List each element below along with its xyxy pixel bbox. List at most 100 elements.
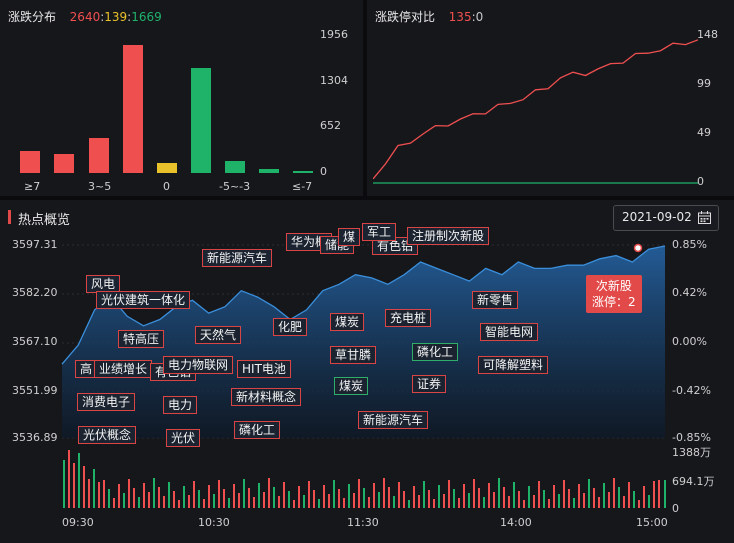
hot-tag[interactable]: 磷化工 (234, 421, 281, 439)
time-label: 15:00 (636, 516, 668, 529)
volume-bar (328, 494, 330, 508)
time-label: 14:00 (500, 516, 532, 529)
hot-tag[interactable]: 可降解塑料 (478, 356, 549, 374)
hot-tag[interactable]: 电力物联网 (163, 356, 234, 374)
hot-title: 热点概览 (18, 213, 71, 228)
hot-tag[interactable]: 有色铝 (372, 237, 419, 255)
hot-tag[interactable]: 业绩增长 (94, 360, 153, 378)
distribution-bar (157, 162, 177, 173)
flat-count: 139 (104, 10, 128, 24)
hot-tag[interactable]: 注册制次新股 (407, 227, 490, 245)
hot-tag[interactable]: 光伏建筑一体化 (96, 291, 191, 309)
distribution-bar (20, 151, 40, 173)
volume-bar (443, 494, 445, 508)
hot-tag[interactable]: 新零售 (472, 291, 519, 309)
callout-new-stock[interactable]: 次新股 涨停：2 (586, 275, 642, 313)
volume-bar (278, 496, 280, 508)
hot-tag[interactable]: 煤炭 (334, 377, 369, 395)
hot-tag[interactable]: 充电桩 (385, 309, 432, 327)
volume-bar (358, 479, 360, 508)
left-axis-label: 3536.89 (12, 431, 58, 444)
volume-bar (518, 491, 520, 508)
dist-xtick: ≤-7 (292, 180, 313, 193)
volume-bar (128, 479, 130, 508)
volume-bar (228, 498, 230, 508)
hot-tag[interactable]: 新能源汽车 (202, 249, 273, 267)
volume-bar (448, 480, 450, 508)
volume-bar (433, 499, 435, 508)
volume-bar (538, 481, 540, 508)
volume-bar (268, 478, 270, 508)
volume-bar (393, 496, 395, 508)
volume-bar (238, 493, 240, 508)
volume-bar (273, 487, 275, 508)
hot-tag[interactable]: 草甘膦 (330, 346, 377, 364)
marker-dot[interactable] (633, 243, 643, 253)
volume-bar (233, 484, 235, 508)
dist-xtick: 3~5 (88, 180, 112, 193)
volume-bar (333, 480, 335, 508)
dist-ytick: 0 (320, 165, 327, 178)
hot-tag[interactable]: 电力 (163, 396, 198, 414)
volume-bar (453, 489, 455, 508)
volume-axis-label: 694.1万 (672, 475, 715, 488)
volume-bar (293, 500, 295, 508)
volume-bar (183, 486, 185, 508)
volume-bar (373, 483, 375, 508)
distribution-panel: 涨跌分布 2640:139:1669 1956 1304 652 0 ≥7 3~… (0, 0, 363, 196)
right-axis-label: 0.00% (672, 335, 707, 348)
hot-tag[interactable]: 光伏概念 (78, 426, 137, 444)
price-line (61, 245, 666, 365)
hot-tag[interactable]: 新材料概念 (231, 388, 302, 406)
left-axis-label: 3551.99 (12, 384, 58, 397)
hot-tag[interactable]: 高 (75, 360, 98, 378)
sep: : (471, 10, 476, 24)
hot-tag[interactable]: 化肥 (273, 318, 308, 336)
volume-bar (288, 491, 290, 508)
volume-bar (603, 483, 605, 508)
limit-up-line (373, 39, 698, 180)
date-picker[interactable]: 2021-09-02 (613, 205, 719, 231)
volume-bar (523, 500, 525, 508)
distribution-bar (225, 160, 245, 173)
volume-bar (98, 482, 100, 508)
limit-down-count: 0 (475, 10, 484, 24)
hot-tag[interactable]: 智能电网 (480, 323, 539, 341)
down-count: 1669 (131, 10, 162, 24)
hot-tag[interactable]: HIT电池 (237, 360, 291, 378)
volume-bar (653, 481, 655, 508)
volume-bar (368, 497, 370, 508)
distribution-bars (12, 36, 313, 173)
hot-tag[interactable]: 消费电子 (77, 393, 136, 411)
hot-tag[interactable]: 特高压 (118, 330, 165, 348)
dist-xtick: -5~-3 (219, 180, 251, 193)
volume-bar (188, 495, 190, 508)
dist-xtick: 0 (163, 180, 170, 193)
volume-bar (308, 481, 310, 508)
volume-bar (113, 498, 115, 508)
distribution-bar (54, 154, 74, 173)
volume-bar (488, 483, 490, 508)
hot-tag[interactable]: 煤 (338, 228, 361, 246)
volume-bar (93, 469, 95, 508)
volume-bar (313, 490, 315, 508)
volume-bar (633, 491, 635, 508)
distribution-bar (191, 67, 211, 173)
volume-bar (493, 492, 495, 508)
volume-bar (103, 480, 105, 508)
volume-bar (68, 450, 70, 508)
volume-bar (123, 493, 125, 508)
hot-tag[interactable]: 证券 (412, 375, 447, 393)
volume-bar (483, 497, 485, 508)
volume-bar (398, 482, 400, 508)
volume-bar (258, 483, 260, 508)
hot-tag[interactable]: 军工 (362, 223, 397, 241)
hot-tag[interactable]: 天然气 (195, 326, 242, 344)
hot-tag[interactable]: 风电 (86, 275, 121, 293)
hot-tag[interactable]: 磷化工 (412, 343, 459, 361)
hot-tag[interactable]: 煤炭 (330, 313, 365, 331)
hot-tag[interactable]: 新能源汽车 (358, 411, 429, 429)
distribution-bar (89, 137, 109, 173)
hot-tag[interactable]: 光伏 (166, 429, 201, 447)
volume-bar (528, 486, 530, 508)
